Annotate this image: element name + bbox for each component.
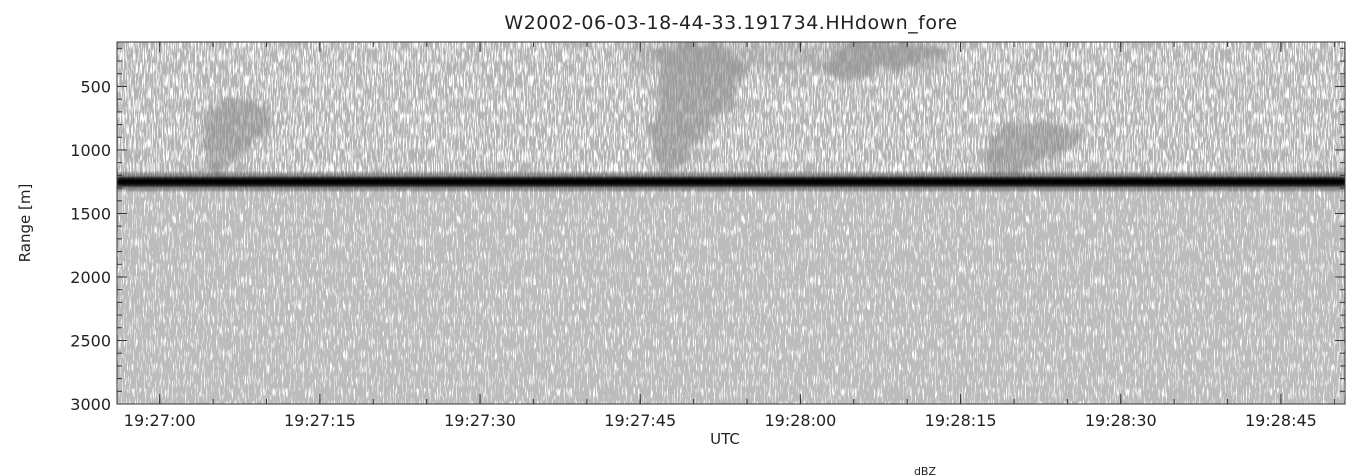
- surface-return-band: [117, 177, 1345, 186]
- y-tick-label: 3000: [70, 395, 111, 414]
- y-tick-label: 1500: [70, 204, 111, 223]
- y-tick-label: 500: [80, 77, 111, 96]
- y-tick-label: 1000: [70, 141, 111, 160]
- y-tick-label: 2500: [70, 331, 111, 350]
- y-axis: 500 1000 1500 2000 2500 3000: [70, 47, 1345, 414]
- x-axis-label: UTC: [710, 430, 740, 448]
- chart-title: W2002-06-03-18-44-33.191734.HHdown_fore: [504, 12, 957, 34]
- x-tick-label: 19:27:00: [124, 411, 196, 430]
- cloud-echo: [651, 42, 743, 176]
- x-tick-label: 19:28:45: [1245, 411, 1317, 430]
- plot-frame: [116, 41, 1346, 405]
- x-tick-label: 19:28:00: [764, 411, 836, 430]
- y-axis-label: Range [m]: [16, 184, 34, 263]
- y-tick-label: 2000: [70, 268, 111, 287]
- x-tick-label: 19:27:45: [604, 411, 676, 430]
- x-axis: 19:27:00 19:27:15 19:27:30 19:27:45 19:28:00…: [124, 42, 1335, 430]
- x-tick-label: 19:28:15: [925, 411, 997, 430]
- x-tick-label: 19:27:15: [284, 411, 356, 430]
- cloud-echo: [983, 123, 1084, 176]
- cloud-echo: [203, 98, 274, 176]
- x-tick-label: 19:28:30: [1085, 411, 1157, 430]
- colorbar-label-fragment: dBZ: [914, 465, 937, 476]
- x-tick-label: 19:27:30: [444, 411, 516, 430]
- heatmap-image: [117, 42, 1345, 404]
- noise-lower: [117, 181, 1345, 404]
- upper-haze: [629, 42, 950, 72]
